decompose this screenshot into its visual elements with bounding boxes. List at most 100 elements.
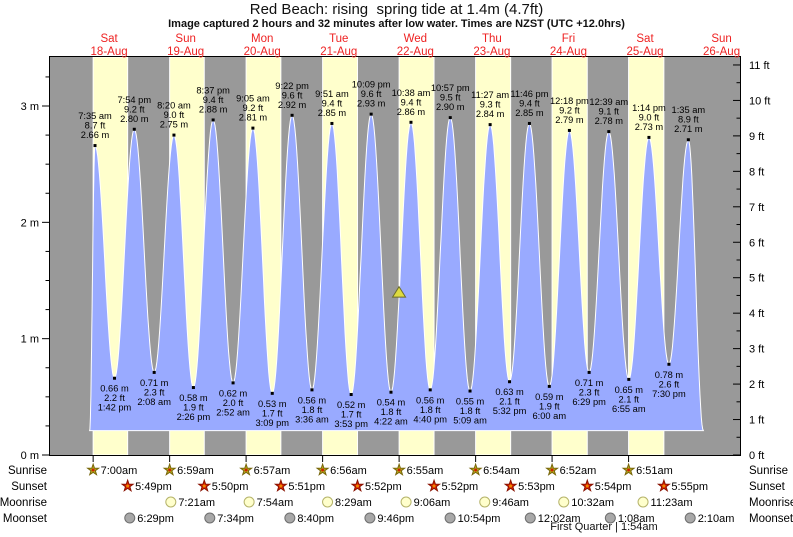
day-date-label: 25-Aug xyxy=(626,46,663,58)
day-name-label: Mon xyxy=(251,33,273,45)
row-label-left-sunrise: Sunrise xyxy=(8,465,47,477)
sunset-time: 5:52pm xyxy=(442,481,479,493)
day-date-label: 19-Aug xyxy=(167,46,204,58)
tide-feet-label: 2.0 ft xyxy=(223,398,244,408)
moonset-icon xyxy=(364,512,376,524)
sunrise-icon-center xyxy=(397,468,401,472)
tide-point-dot xyxy=(389,390,393,394)
moonset-time: 8:40pm xyxy=(297,513,334,525)
moonset-icon xyxy=(204,512,216,524)
day-name-label: Tue xyxy=(329,33,348,45)
right-axis-tick-label: 8 ft xyxy=(749,166,764,178)
sunset-time: 5:53pm xyxy=(518,481,555,493)
tide-metres-label: 2.85 m xyxy=(318,108,347,118)
tide-metres-label: 2.78 m xyxy=(595,116,624,126)
tide-time-label: 2:26 pm xyxy=(177,412,211,422)
sunset-time: 5:54pm xyxy=(595,481,632,493)
tide-metres-label: 2.71 m xyxy=(674,124,703,134)
high-tide-label: 1:35 am8.9 ft2.71 m xyxy=(672,105,706,134)
low-tide-label: 0.52 m1.7 ft3:53 pm xyxy=(334,400,368,429)
tide-feet-label: 9.0 ft xyxy=(164,110,185,120)
tide-point-dot xyxy=(448,116,452,120)
moon-phase-note: First Quarter | 1:54am xyxy=(550,521,658,533)
tide-point-dot xyxy=(270,391,274,395)
tide-feet-label: 9.6 ft xyxy=(282,90,303,100)
day-date-label: 20-Aug xyxy=(244,46,281,58)
tide-time-label: 6:00 am xyxy=(533,411,567,421)
left-axis-tick-label: 2 m xyxy=(21,217,39,229)
tide-feet-label: 9.4 ft xyxy=(519,98,540,108)
tide-time-label: 9:05 am xyxy=(236,94,270,104)
tide-feet-label: 2.1 ft xyxy=(618,394,639,404)
tide-time-label: 7:30 pm xyxy=(652,389,686,399)
tide-feet-label: 1.7 ft xyxy=(262,408,283,418)
moonset-time: 2:10am xyxy=(698,513,735,525)
tide-point-dot xyxy=(231,381,235,385)
tide-time-label: 1:35 am xyxy=(672,105,706,115)
tide-point-dot xyxy=(567,128,571,132)
right-axis-tick-label: 9 ft xyxy=(749,131,764,143)
right-axis-tick-label: 5 ft xyxy=(749,273,764,285)
tide-time-label: 5:09 am xyxy=(453,416,487,426)
day-name-label: Sat xyxy=(100,33,118,45)
high-tide-label: 9:22 pm9.6 ft2.92 m xyxy=(275,81,309,110)
low-tide-label: 0.56 m1.8 ft3:36 am xyxy=(295,395,329,424)
tide-feet-label: 9.4 ft xyxy=(401,97,422,107)
moonset-time: 9:46pm xyxy=(377,513,414,525)
tide-metres-label: 0.71 m xyxy=(575,378,604,388)
tide-feet-label: 1.7 ft xyxy=(341,410,362,420)
tide-time-label: 7:54 pm xyxy=(117,95,151,105)
right-axis-tick-label: 6 ft xyxy=(749,237,764,249)
moonrise-icon xyxy=(558,496,570,508)
tide-time-label: 1:42 pm xyxy=(98,403,132,413)
right-axis-tick-label: 2 ft xyxy=(749,379,764,391)
low-tide-label: 0.53 m1.7 ft3:09 pm xyxy=(255,399,289,428)
tide-metres-label: 2.79 m xyxy=(555,115,584,125)
tide-time-label: 9:22 pm xyxy=(275,81,309,91)
high-tide-label: 11:46 pm9.4 ft2.85 m xyxy=(510,89,548,118)
tide-feet-label: 1.8 ft xyxy=(460,406,481,416)
tide-point-dot xyxy=(647,135,651,139)
sunset-time: 5:50pm xyxy=(212,481,249,493)
tide-feet-label: 1.9 ft xyxy=(183,403,204,413)
tide-time-label: 5:32 pm xyxy=(493,406,527,416)
tide-feet-label: 9.0 ft xyxy=(639,112,660,122)
low-tide-label: 0.63 m2.1 ft5:32 pm xyxy=(493,387,527,416)
tide-metres-label: 0.59 m xyxy=(535,392,564,402)
tide-feet-label: 2.6 ft xyxy=(659,379,680,389)
moonset-time: 1:08am xyxy=(618,513,655,525)
tide-feet-label: 2.3 ft xyxy=(579,387,600,397)
moonrise-icon xyxy=(243,496,255,508)
tide-feet-label: 9.4 ft xyxy=(322,98,343,108)
sunrise-time: 7:00am xyxy=(101,465,138,477)
high-tide-label: 1:14 pm9.0 ft2.73 m xyxy=(632,103,666,132)
tide-metres-label: 0.65 m xyxy=(615,385,644,395)
sunrise-icon-center xyxy=(168,468,172,472)
moonrise-icon xyxy=(479,496,491,508)
high-tide-label: 9:05 am9.2 ft2.81 m xyxy=(236,94,270,123)
moonset-time: 6:29pm xyxy=(137,513,174,525)
tide-time-label: 6:55 am xyxy=(612,404,646,414)
tide-metres-label: 2.66 m xyxy=(81,130,110,140)
tide-time-label: 6:29 pm xyxy=(572,397,606,407)
sunrise-icon-center xyxy=(321,468,325,472)
moonrise-time: 10:32am xyxy=(571,497,614,509)
moonrise-time: 9:46am xyxy=(492,497,529,509)
day-name-label: Sun xyxy=(175,33,195,45)
tide-point-dot xyxy=(508,380,512,384)
tide-point-dot xyxy=(686,138,690,142)
high-tide-label: 10:57 pm9.5 ft2.90 m xyxy=(431,83,470,112)
tide-point-dot xyxy=(211,118,215,122)
tide-time-label: 3:36 am xyxy=(295,414,329,424)
sunrise-icon-center xyxy=(474,468,478,472)
moonset-icon xyxy=(284,512,296,524)
day-name-label: Thu xyxy=(482,33,502,45)
tide-feet-label: 9.1 ft xyxy=(598,107,619,117)
tide-point-dot xyxy=(369,112,373,116)
moonset-icon xyxy=(684,512,696,524)
page-title: Red Beach: rising spring tide at 1.4m (4… xyxy=(249,1,544,18)
moonrise-icon xyxy=(165,496,177,508)
tide-metres-label: 2.90 m xyxy=(436,102,465,112)
